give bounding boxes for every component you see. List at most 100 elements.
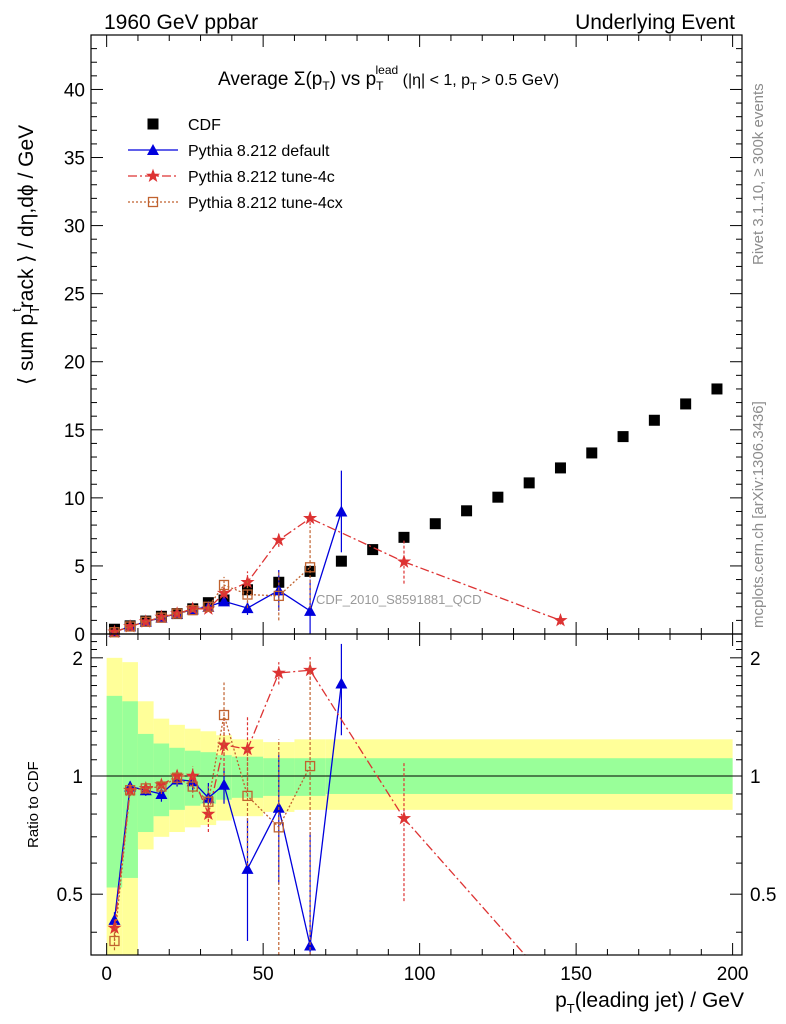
data-point — [156, 612, 167, 623]
y-tick-label: 10 — [64, 489, 85, 510]
data-point — [553, 612, 568, 627]
y-tick-label: 15 — [64, 421, 85, 442]
data-point — [203, 601, 214, 612]
main-panel: 0 5 10 15 20 25 30 35 40 CDF_2010_S8591881_QCD A… — [9, 34, 743, 646]
data-point — [187, 605, 198, 616]
data-point — [335, 555, 347, 567]
data-point — [492, 491, 504, 503]
ratio-y-tick-label: 2 — [72, 649, 83, 670]
y-tick-label: 20 — [64, 353, 85, 374]
data-point — [109, 627, 120, 638]
x-tick-label: 150 — [560, 964, 592, 985]
data-point — [242, 790, 253, 802]
data-point — [124, 621, 136, 632]
xlabel-pre: p — [555, 989, 567, 1012]
ratio-marks — [107, 643, 526, 955]
uncertainty-band-inner — [200, 752, 217, 804]
data-point — [680, 398, 692, 410]
header-right: Underlying Event — [575, 11, 735, 34]
data-point — [396, 554, 412, 568]
data-point — [218, 579, 230, 591]
data-point — [523, 477, 535, 489]
data-point — [617, 431, 629, 443]
series-pythia-8-212-tune-4cx — [109, 661, 316, 955]
legend-label: Pythia 8.212 tune-4cx — [188, 195, 343, 212]
ratio-y-tick-label-right: 0.5 — [750, 885, 776, 906]
data-point — [171, 772, 183, 783]
x-tick-label: 50 — [253, 964, 274, 985]
legend-marker — [147, 144, 159, 155]
data-point — [273, 590, 284, 602]
ratio-bands — [106, 657, 733, 955]
title-lead: Average Σ(p — [218, 69, 322, 90]
uncertainty-band-inner — [106, 695, 123, 888]
y-tick-label: 40 — [64, 80, 85, 101]
series-pythia-8-212-default — [108, 470, 348, 637]
data-point — [429, 518, 441, 530]
y-tick-label: 5 — [74, 557, 85, 578]
data-point — [187, 781, 198, 792]
ratio-panel: 0.5 0.5 1 1 2 2 0 50 100 150 200 Ratio to CDF pT(l… — [25, 633, 776, 1016]
legend-label: CDF — [188, 117, 221, 134]
x-axis-label: pT(leading jet) / GeV — [555, 989, 744, 1016]
legend-marker — [147, 196, 159, 208]
title-sub2: T — [376, 79, 384, 93]
data-point — [335, 505, 348, 517]
main-title: Average Σ(pT) vs pTlead (|η| < 1, pT > 0… — [218, 63, 559, 93]
legend-item-cdf: CDF — [147, 117, 221, 134]
data-point — [107, 920, 122, 935]
series-pythia-8-212-tune-4cx — [109, 526, 316, 638]
y-tick-label: 25 — [64, 285, 85, 306]
data-point — [367, 544, 379, 556]
x-tick-label: 100 — [404, 964, 436, 985]
data-point — [124, 785, 136, 796]
data-point — [218, 778, 231, 790]
title-sub1: T — [322, 79, 330, 93]
data-point — [271, 665, 286, 679]
data-point — [140, 783, 151, 794]
data-point — [109, 935, 120, 947]
legend: CDF Pythia 8.212 default Pythia 8.212 tune… — [128, 117, 343, 212]
rivet-label: Rivet 3.1.10, ≥ 300k events — [750, 83, 767, 265]
data-point — [140, 616, 151, 627]
x-tick-label: 200 — [717, 964, 749, 985]
ratio-y-label: Ratio to CDF — [25, 761, 42, 848]
legend-item-pythia-8-212-tune-4c: Pythia 8.212 tune-4c — [128, 168, 335, 186]
y-tick-label: 30 — [64, 217, 85, 238]
series-line-pythia-8-212-tune-4cx — [113, 714, 311, 942]
legend-item-pythia-8-212-default: Pythia 8.212 default — [128, 143, 330, 160]
title-mid: ) vs p — [330, 69, 376, 90]
data-point — [242, 589, 253, 600]
xlabel-post: (leading jet) / GeV — [575, 989, 744, 1012]
ratio-ticks: 0.5 0.5 1 1 2 2 0 50 100 150 200 — [57, 634, 776, 985]
title-sup: lead — [375, 63, 398, 77]
main-ticks: 0 5 10 15 20 25 30 35 40 — [64, 34, 742, 646]
data-point — [273, 822, 284, 833]
data-point — [108, 913, 121, 925]
legend-marker — [145, 168, 161, 183]
data-point — [461, 505, 473, 517]
data-point — [304, 760, 316, 772]
ylabel-pre: ⟨ sum p — [15, 314, 38, 385]
data-point — [271, 532, 286, 547]
data-point — [218, 709, 230, 721]
x-tick-label: 0 — [101, 964, 112, 985]
y-tick-label: 0 — [74, 625, 85, 646]
data-point — [304, 562, 316, 573]
ratio-y-tick-label-right: 2 — [750, 649, 761, 670]
data-point — [586, 447, 598, 459]
data-point — [648, 414, 660, 426]
data-point — [185, 768, 200, 783]
data-point — [218, 595, 231, 607]
ylabel-post: rack ⟩ / dη,dϕ / GeV — [15, 125, 38, 308]
data-point — [335, 677, 348, 689]
title-sub3: T — [470, 81, 477, 93]
ratio-y-tick-label-right: 1 — [750, 767, 761, 788]
ratio-y-tick-label: 1 — [72, 767, 83, 788]
data-point — [203, 796, 214, 807]
legend-item-pythia-8-212-tune-4cx: Pythia 8.212 tune-4cx — [128, 195, 343, 212]
watermark: CDF_2010_S8591881_QCD — [316, 592, 482, 607]
data-point — [396, 810, 412, 825]
legend-label: Pythia 8.212 default — [188, 143, 330, 160]
data-point — [304, 604, 317, 616]
